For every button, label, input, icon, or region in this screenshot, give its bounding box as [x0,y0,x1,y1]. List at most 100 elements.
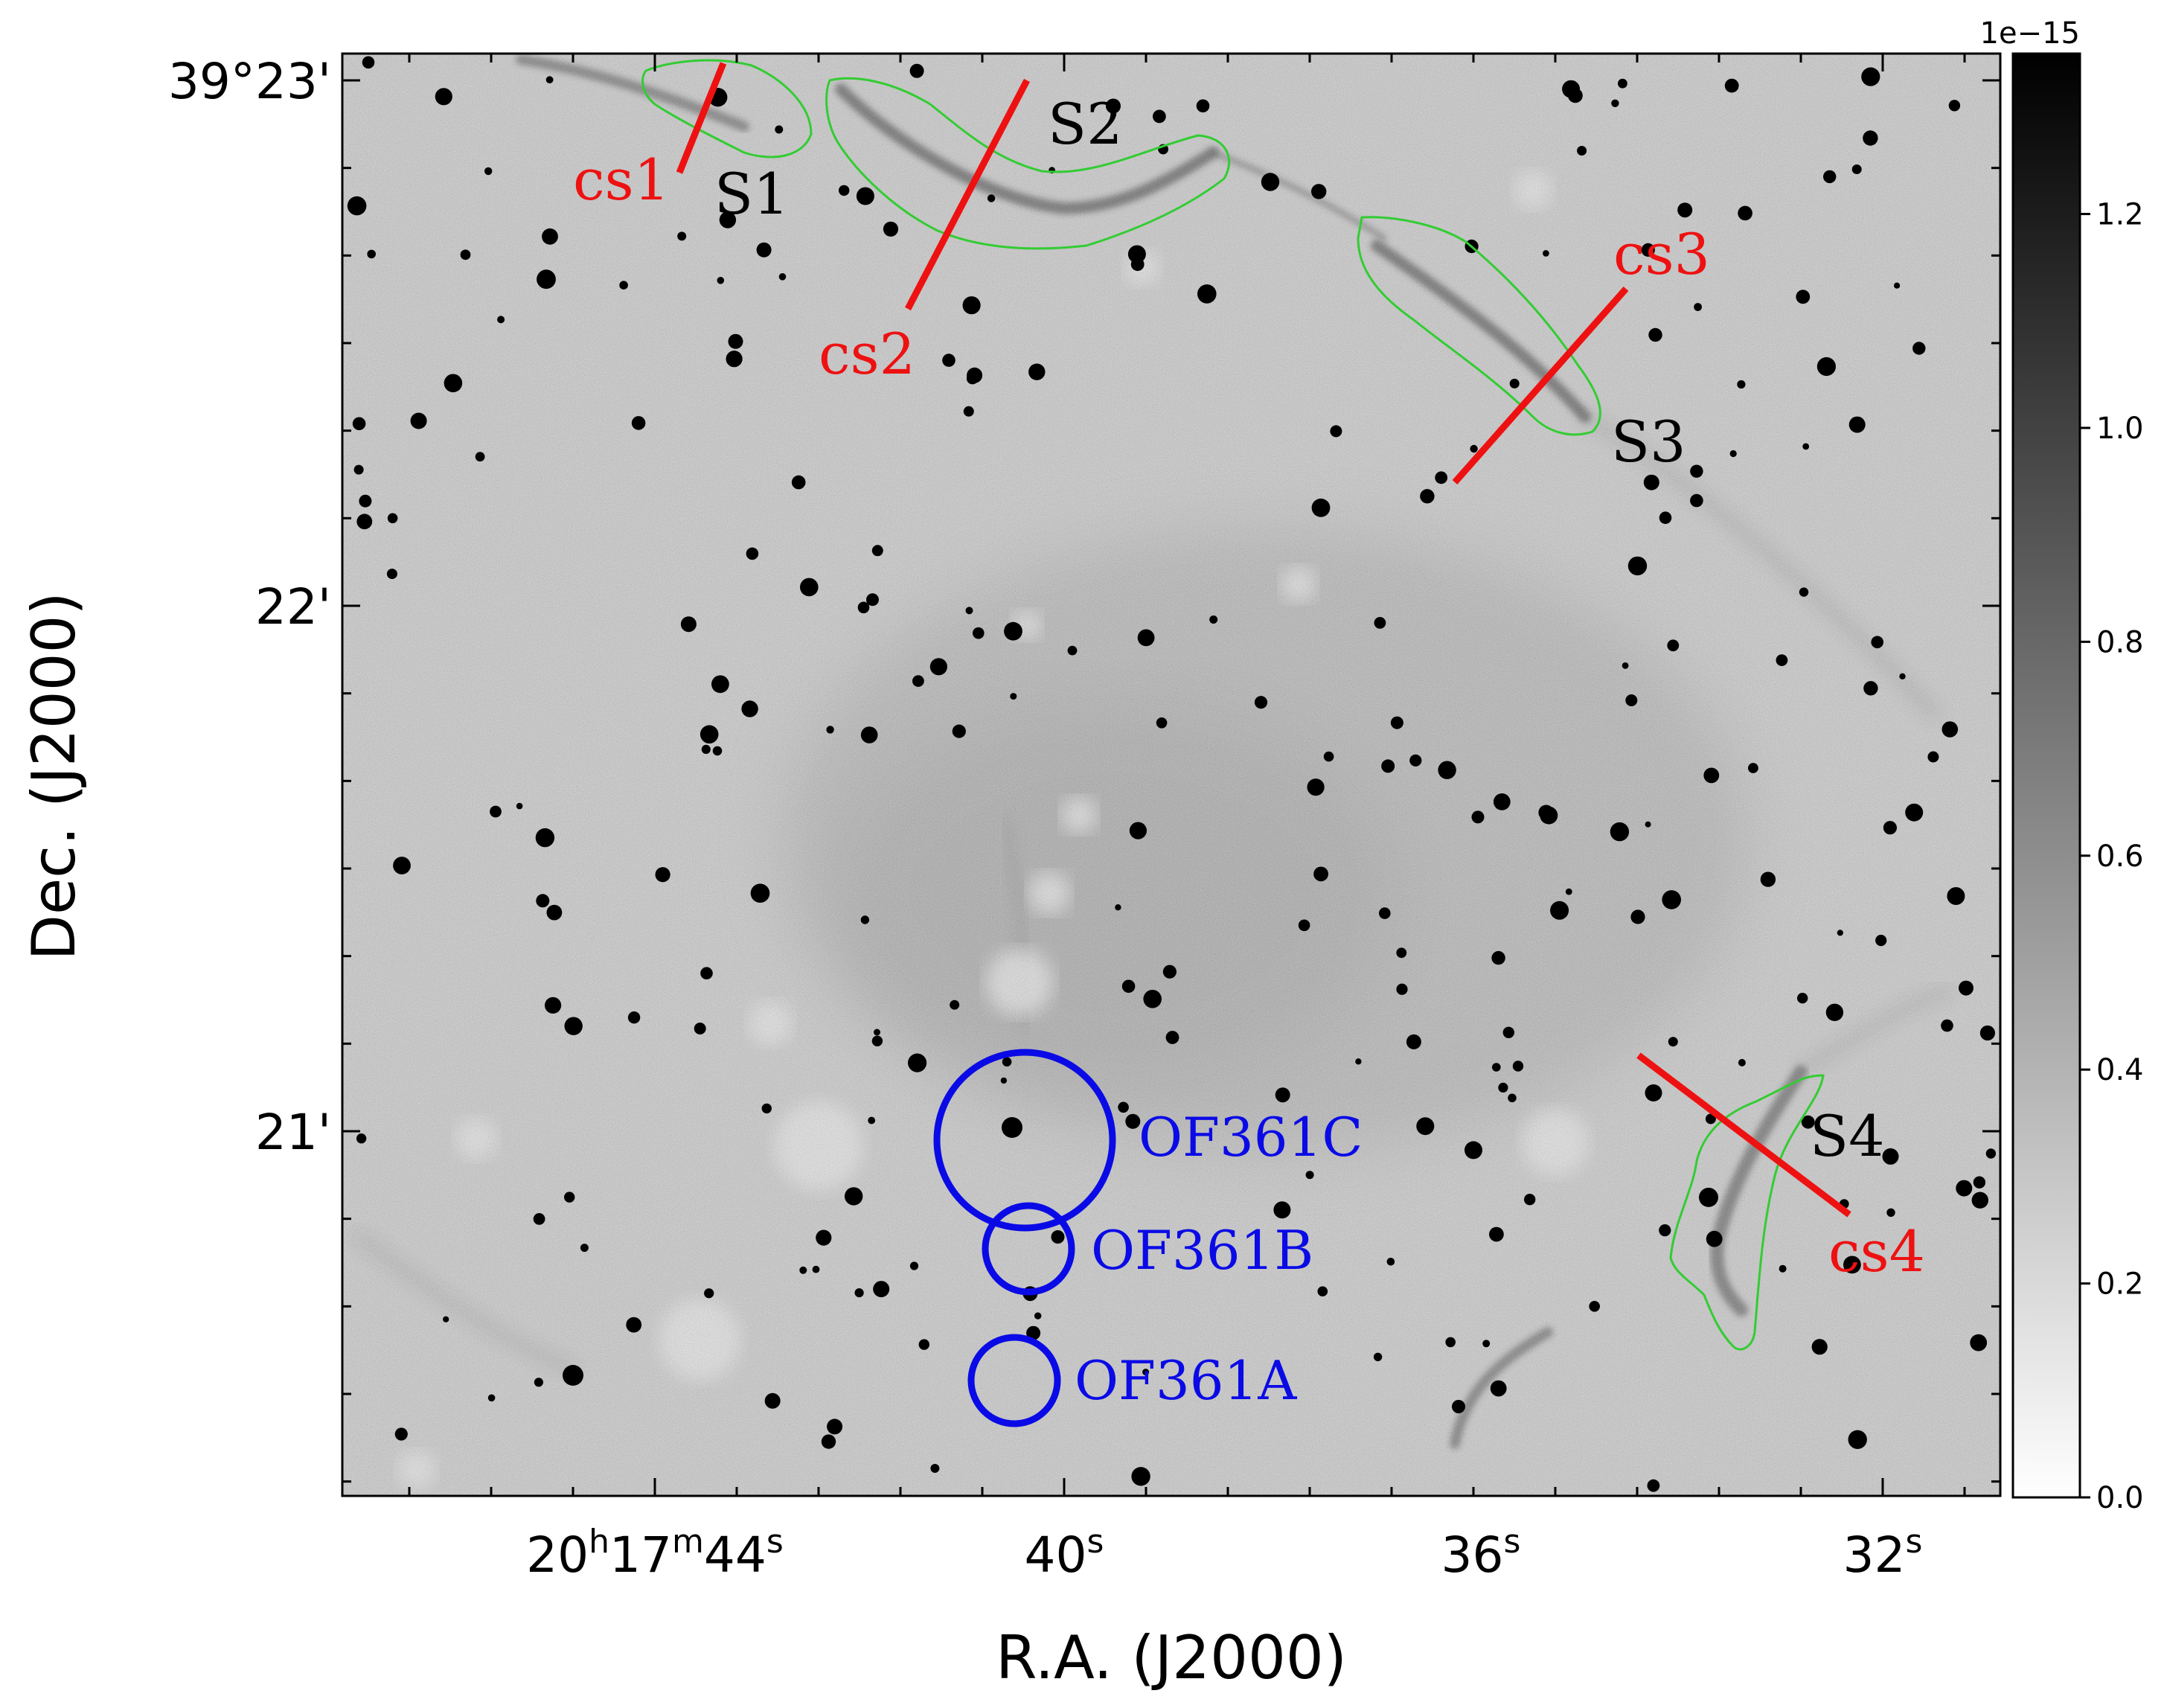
star-residual [497,316,505,324]
star-residual [394,1427,408,1441]
star-residual [1886,1208,1895,1218]
region-label-s3: S3 [1611,409,1686,475]
star-residual [1971,1192,1988,1209]
star-residual [1156,717,1168,729]
star-residual [1406,1034,1421,1049]
star-residual [1973,1176,1986,1189]
star-residual [761,1103,772,1114]
star-residual [1396,983,1408,995]
star-residual [1970,1334,1988,1352]
star-residual [1508,1093,1517,1103]
star-residual [857,601,870,614]
star-residual [1261,173,1280,191]
star-residual [750,883,770,903]
star-residual [1130,258,1145,272]
star-residual [1796,290,1811,304]
star-residual [1863,130,1878,146]
cut-label-cs4: cs4 [1828,1218,1925,1285]
star-residual [845,1187,863,1206]
source-circle-of361a [967,1334,1061,1427]
colorbar-tick-label: 0.2 [2096,1267,2144,1302]
star-residual [1823,170,1837,184]
star-residual [1313,866,1328,882]
star-residual [356,514,373,530]
star-residual [908,1053,927,1072]
source-label-of361a: OF361A [1075,1349,1297,1412]
star-residual [1106,98,1121,114]
x-tick-label-36s: 36s​ [1441,1523,1521,1584]
star-residual [1851,164,1862,174]
star-residual [1131,1467,1150,1486]
colorbar-tick-label: 1.0 [2096,412,2144,446]
star-residual [1643,474,1659,490]
star-residual [631,416,646,430]
image-frame [341,52,2002,1497]
star-residual [860,726,878,743]
cut-label-cs3: cs3 [1613,221,1710,287]
star-residual [1493,793,1511,810]
region-s2-outline [825,77,1231,250]
star-residual [700,725,719,743]
star-residual [1502,1026,1515,1039]
star-residual [1137,629,1155,647]
star-residual [1543,250,1549,257]
star-residual [537,269,556,290]
star-residual [942,354,955,367]
star-residual [1611,99,1619,107]
star-residual [1645,821,1651,828]
star-residual [1004,621,1022,641]
star-residual [1512,1061,1524,1072]
region-s4-outline [1669,1074,1825,1351]
star-residual [728,333,743,349]
star-residual [1482,1340,1491,1348]
star-residual [1737,380,1746,389]
star-residual [1625,694,1638,706]
star-residual [564,1017,583,1035]
star-residual [353,464,364,475]
star-residual [1034,1312,1042,1320]
star-residual [1875,935,1887,947]
star-residual [700,967,713,979]
source-circle-of361b [982,1202,1075,1296]
star-residual [1589,1301,1600,1312]
star-residual [680,616,697,633]
bright-source-residual [563,1365,583,1386]
star-residual [950,999,960,1010]
star-residual [1420,489,1435,504]
star-residual [1848,1430,1867,1450]
star-residual [542,228,558,245]
star-residual [1489,1226,1504,1242]
star-residual [929,658,947,676]
star-residual [626,1317,642,1333]
star-residual [854,1288,864,1298]
star-residual [1196,99,1210,113]
star-residual [1811,1339,1828,1355]
star-residual [1705,1113,1716,1125]
star-residual [1254,696,1268,709]
star-residual [1470,444,1478,453]
colorbar: 1e−15 0.0 0.2 0.4 0.6 0.8 1.0 1.2 [1980,16,2144,1515]
star-residual [1662,890,1681,909]
star-residual [1776,654,1788,666]
star-residual [1738,1058,1746,1066]
star-residual [1699,1187,1718,1207]
star-residual [1491,950,1505,965]
cut-line-cs2 [905,78,1030,311]
source-label-of361b: OF361B [1091,1219,1313,1282]
star-residual [987,194,996,202]
y-tick-label-22: 22' [255,578,331,636]
star-residual [1861,67,1880,86]
star-residual [1905,803,1924,822]
star-residual [1381,759,1395,773]
star-residual [909,63,924,78]
star-residual [1641,243,1655,257]
star-residual [694,1023,706,1034]
star-residual [764,1392,781,1409]
star-residual [1802,443,1810,450]
y-axis-title: Dec. (J2000) [19,592,89,960]
star-residual [1843,1256,1861,1274]
star-residual [435,88,452,106]
star-residual [909,1261,919,1270]
star-residual [775,125,784,134]
star-residual [1209,615,1218,624]
